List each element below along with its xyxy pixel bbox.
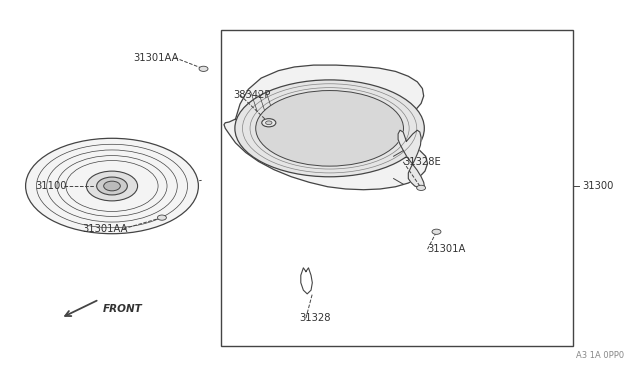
Polygon shape [224, 65, 428, 190]
Text: 31301AA: 31301AA [133, 53, 179, 62]
Text: 38342P: 38342P [234, 90, 271, 100]
Text: 31328E: 31328E [403, 157, 441, 167]
Circle shape [417, 185, 426, 190]
Circle shape [262, 119, 276, 127]
Circle shape [432, 229, 441, 234]
Ellipse shape [235, 80, 424, 177]
Circle shape [266, 121, 272, 125]
Polygon shape [398, 130, 424, 188]
Text: 31300: 31300 [582, 181, 614, 191]
Text: 31100: 31100 [35, 181, 67, 191]
Circle shape [104, 181, 120, 191]
Ellipse shape [26, 138, 198, 234]
Text: A3 1A 0PP0: A3 1A 0PP0 [576, 351, 624, 360]
Circle shape [86, 171, 138, 201]
Text: 31301A: 31301A [428, 244, 466, 254]
Circle shape [199, 66, 208, 71]
Text: 31301AA: 31301AA [82, 224, 127, 234]
Circle shape [97, 177, 127, 195]
Circle shape [157, 215, 166, 220]
Text: 31328: 31328 [300, 313, 331, 323]
Ellipse shape [256, 90, 403, 166]
Bar [221, 30, 573, 346]
Text: FRONT: FRONT [102, 304, 142, 314]
